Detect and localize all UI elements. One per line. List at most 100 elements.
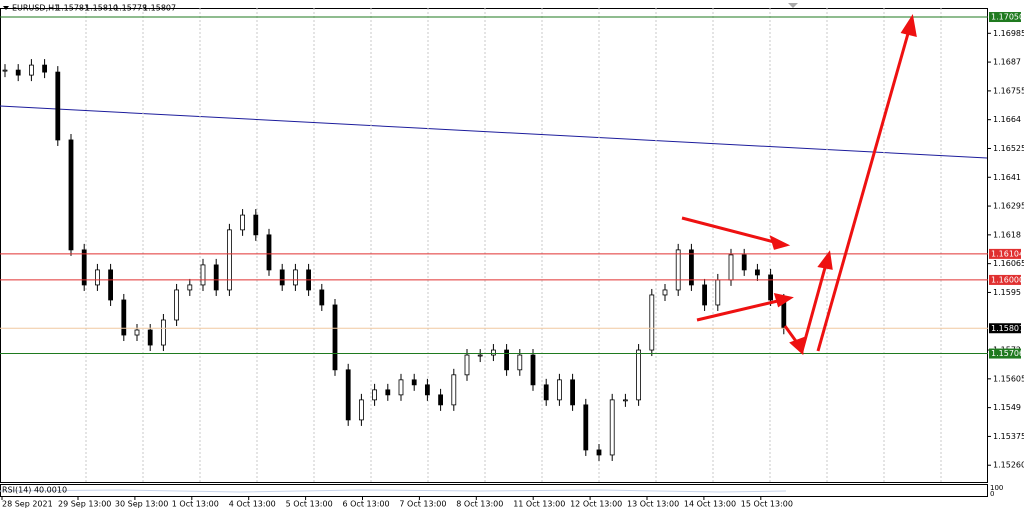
price-label: 1.1549 <box>993 403 1021 412</box>
level-tag <box>989 274 1021 285</box>
rsi-top: 100 <box>990 484 1003 492</box>
candle-body <box>438 394 444 406</box>
candle-body <box>398 379 404 396</box>
date-label: 12 Oct 13:00 <box>570 500 622 509</box>
candle-body <box>411 379 417 386</box>
candle-body <box>81 249 87 286</box>
level-label: 1.17050 <box>991 13 1024 22</box>
arrow-head <box>769 235 791 250</box>
candle-body <box>292 269 298 286</box>
candle-body <box>108 269 113 301</box>
candle-body <box>504 349 510 371</box>
price-label: 1.16755 <box>993 86 1024 95</box>
candle-body <box>213 264 219 291</box>
price-label: 1.16065 <box>993 259 1024 268</box>
candle-body <box>464 354 470 376</box>
arrow <box>816 29 911 352</box>
price-label: 1.1687 <box>993 58 1021 67</box>
date-label: 13 Oct 13:00 <box>627 500 679 509</box>
date-label: 7 Oct 13:00 <box>399 500 446 509</box>
candle-body <box>266 234 272 271</box>
candle-body <box>147 329 153 346</box>
candle-body <box>424 384 430 396</box>
arrow <box>681 216 779 245</box>
candle-body <box>28 64 34 76</box>
chart-frame <box>0 8 988 483</box>
candle-body <box>95 269 100 286</box>
date-label: 15 Oct 13:00 <box>741 500 793 509</box>
price-label: 1.16985 <box>993 29 1024 38</box>
scroll-marker <box>788 3 798 8</box>
date-label: 1 Oct 13:00 <box>172 500 219 509</box>
candle-body <box>42 64 47 73</box>
candle-body <box>768 274 773 301</box>
candle-body <box>609 399 615 456</box>
candle-body <box>702 284 707 306</box>
candle-body <box>134 329 140 336</box>
candle-body <box>728 254 734 281</box>
ohlc-value: 1.15778 <box>114 4 147 13</box>
candle-body <box>319 289 325 306</box>
candle-body <box>240 214 246 231</box>
date-label: 5 Oct 13:00 <box>286 500 333 509</box>
level-tag <box>989 323 1021 334</box>
arrow <box>800 263 828 352</box>
candle-body <box>490 349 496 356</box>
symbol: EURUSD,H1 <box>12 4 59 13</box>
price-label: 1.1641 <box>993 173 1021 182</box>
ohlc-value: 1.15807 <box>143 4 176 13</box>
candle-body <box>160 319 166 346</box>
rsi-bottom: 0 <box>990 490 994 498</box>
candle-body <box>557 379 562 401</box>
price-label: 1.16525 <box>993 144 1024 153</box>
ohlc-value: 1.15781 <box>56 4 89 13</box>
candle-body <box>715 279 721 306</box>
annotations <box>681 13 917 356</box>
level-label: 1.15706 <box>991 349 1024 358</box>
level-tag <box>989 12 1021 23</box>
candle-body <box>662 289 668 296</box>
candle-body <box>623 399 628 402</box>
price-label: 1.15605 <box>993 374 1024 383</box>
price-label: 1.1595 <box>993 288 1021 297</box>
level-label: 1.16104 <box>991 249 1024 258</box>
candle-body <box>596 449 602 456</box>
date-label: 8 Oct 13:00 <box>456 500 503 509</box>
date-label: 11 Oct 13:00 <box>513 500 565 509</box>
candle-body <box>636 349 641 401</box>
candle-body <box>372 389 378 401</box>
candle-body <box>755 269 760 276</box>
candle-body <box>200 264 206 286</box>
rsi-label: RSI(14) 40.0010 <box>2 486 67 495</box>
candle-body <box>451 374 457 406</box>
candle-body <box>477 354 483 357</box>
candle-body <box>358 399 364 421</box>
level-tag <box>989 248 1021 259</box>
candle-body <box>385 389 391 396</box>
candle-body <box>517 354 523 371</box>
level-tag <box>989 348 1021 359</box>
arrow-head <box>900 13 917 38</box>
date-label: 30 Sep 13:00 <box>115 500 168 509</box>
price-label: 1.1664 <box>993 115 1021 124</box>
price-label: 1.16295 <box>993 202 1024 211</box>
rsi-line <box>0 489 787 493</box>
date-label: 6 Oct 13:00 <box>343 500 390 509</box>
candle-body <box>279 269 285 286</box>
candle-body <box>345 369 351 421</box>
candle-body <box>543 384 549 401</box>
candle-body <box>570 379 575 406</box>
candle-body <box>55 71 61 141</box>
candle-body <box>68 139 74 251</box>
candle-body <box>174 289 180 321</box>
arrow-head <box>817 250 833 270</box>
date-label: 14 Oct 13:00 <box>684 500 736 509</box>
price-label: 1.1618 <box>993 230 1021 239</box>
candle-body <box>649 294 655 351</box>
price-label: 1.15375 <box>993 432 1024 441</box>
level-label: 1.15807 <box>991 324 1024 333</box>
candle-body <box>689 249 694 286</box>
